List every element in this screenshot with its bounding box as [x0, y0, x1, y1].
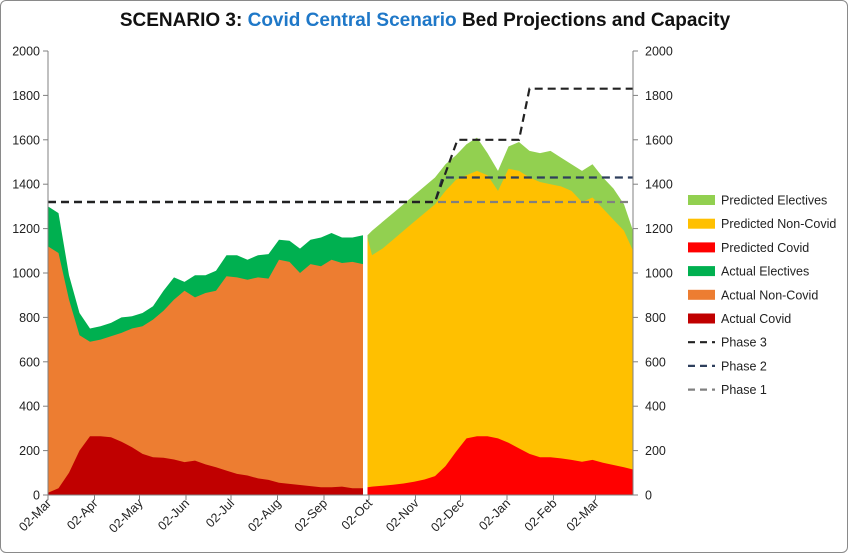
legend-swatch	[688, 313, 715, 324]
legend-item: Predicted Non-Covid	[688, 217, 836, 231]
y2-tick-label: 1200	[645, 222, 673, 236]
legend-item: Actual Covid	[688, 312, 791, 326]
y2-tick-label: 1400	[645, 178, 673, 192]
x-tick-label: 02-Aug	[245, 496, 283, 534]
y2-tick-label: 600	[645, 355, 666, 369]
legend: Predicted Electives Predicted Non-Covid Pr…	[688, 194, 836, 397]
y2-tick-label: 1000	[645, 267, 673, 281]
title-suffix: Bed Projections and Capacity	[456, 10, 731, 31]
y-tick-label: 1200	[12, 222, 40, 236]
legend-swatch	[688, 289, 715, 300]
legend-swatch	[688, 218, 715, 229]
legend-item: Actual Non-Covid	[688, 288, 818, 302]
y-tick-label: 800	[19, 311, 40, 325]
x-tick-label: 02-Mar	[564, 496, 602, 534]
legend-item: Actual Electives	[688, 265, 809, 279]
chart-title: SCENARIO 3: Covid Central Scenario Bed P…	[0, 10, 850, 32]
legend-label: Actual Electives	[721, 265, 809, 279]
title-highlight: Covid Central Scenario	[247, 10, 457, 31]
area-predicted-covid	[367, 436, 633, 495]
y-tick-label: 600	[19, 355, 40, 369]
y2-tick-label: 200	[645, 444, 666, 458]
legend-label: Actual Non-Covid	[721, 288, 818, 302]
y-tick-label: 1800	[12, 89, 40, 103]
x-tick-label: 02-Jan	[476, 496, 513, 533]
legend-label: Predicted Non-Covid	[721, 217, 836, 231]
area-actual-covid	[48, 436, 363, 495]
x-tick-label: 02-Sep	[292, 496, 330, 534]
line-phase-3	[48, 87, 633, 204]
x-tick-label: 02-Feb	[522, 496, 560, 534]
area-actual-non-covid	[48, 246, 363, 495]
legend-item: Phase 1	[688, 383, 767, 397]
y-tick-label: 0	[33, 489, 40, 503]
x-tick-label: 02-Oct	[339, 496, 376, 533]
y2-tick-label: 1600	[645, 133, 673, 147]
x-tick-label: 02-Apr	[64, 496, 100, 532]
legend-item: Predicted Electives	[688, 194, 827, 208]
area-predicted-non-covid	[367, 168, 633, 495]
y-tick-label: 1600	[12, 133, 40, 147]
y-tick-label: 400	[19, 400, 40, 414]
y2-tick-label: 800	[645, 311, 666, 325]
legend-label: Actual Covid	[721, 312, 791, 326]
y2-tick-label: 400	[645, 400, 666, 414]
title-prefix: SCENARIO 3:	[119, 10, 248, 31]
legend-item: Predicted Covid	[688, 241, 809, 255]
y-tick-label: 200	[19, 444, 40, 458]
legend-label: Phase 3	[721, 336, 767, 350]
y2-tick-label: 2000	[645, 45, 673, 59]
y-tick-label: 2000	[12, 45, 40, 59]
legend-swatch	[688, 195, 715, 205]
legend-label: Phase 2	[721, 359, 767, 373]
y2-tick-label: 0	[645, 489, 652, 503]
legend-label: Predicted Covid	[721, 241, 809, 255]
legend-item: Phase 3	[688, 336, 767, 350]
x-tick-label: 02-Dec	[428, 496, 466, 534]
legend-swatch	[688, 266, 715, 277]
x-tick-label: 02-Nov	[383, 496, 422, 535]
y-tick-label: 1400	[12, 178, 40, 192]
legend-item: Phase 2	[688, 359, 767, 373]
plot-areas	[48, 137, 633, 495]
y2-tick-label: 1800	[645, 89, 673, 103]
legend-swatch	[688, 242, 715, 253]
x-tick-label: 02-Jun	[155, 496, 192, 533]
capacity-lines	[48, 87, 633, 204]
legend-label: Predicted Electives	[721, 194, 827, 208]
line-phase-2	[48, 176, 633, 204]
y-tick-label: 1000	[12, 267, 40, 281]
legend-label: Phase 1	[721, 383, 767, 397]
x-tick-label: 02-Jul	[203, 496, 237, 530]
x-tick-label: 02-May	[106, 496, 146, 536]
